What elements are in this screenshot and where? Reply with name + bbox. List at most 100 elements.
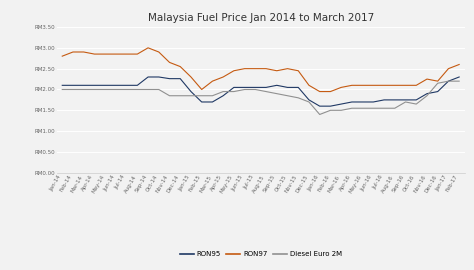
- RON95: [231, 86, 237, 89]
- Diesel Euro 2M: [177, 94, 183, 97]
- RON95: [274, 84, 280, 87]
- Diesel Euro 2M: [70, 88, 76, 91]
- Line: RON95: RON95: [62, 77, 459, 106]
- Diesel Euro 2M: [328, 109, 333, 112]
- Diesel Euro 2M: [317, 113, 322, 116]
- RON95: [392, 98, 398, 102]
- RON97: [371, 84, 376, 87]
- RON97: [188, 75, 194, 79]
- Diesel Euro 2M: [403, 100, 409, 104]
- RON97: [220, 75, 226, 79]
- Diesel Euro 2M: [91, 88, 97, 91]
- Diesel Euro 2M: [102, 88, 108, 91]
- RON97: [199, 88, 205, 91]
- Diesel Euro 2M: [446, 80, 451, 83]
- Diesel Euro 2M: [381, 107, 387, 110]
- Diesel Euro 2M: [188, 94, 194, 97]
- Diesel Euro 2M: [156, 88, 162, 91]
- RON95: [91, 84, 97, 87]
- Diesel Euro 2M: [167, 94, 173, 97]
- RON95: [456, 75, 462, 79]
- RON95: [135, 84, 140, 87]
- RON97: [81, 50, 87, 54]
- RON95: [81, 84, 87, 87]
- RON97: [135, 52, 140, 56]
- RON95: [199, 100, 205, 104]
- RON97: [403, 84, 409, 87]
- RON95: [360, 100, 365, 104]
- RON97: [177, 65, 183, 68]
- RON97: [456, 63, 462, 66]
- RON95: [306, 98, 312, 102]
- Diesel Euro 2M: [360, 107, 365, 110]
- Diesel Euro 2M: [135, 88, 140, 91]
- RON97: [253, 67, 258, 70]
- RON97: [210, 80, 215, 83]
- RON97: [295, 69, 301, 72]
- RON95: [188, 90, 194, 93]
- RON95: [113, 84, 118, 87]
- RON95: [242, 86, 247, 89]
- RON97: [285, 67, 291, 70]
- Diesel Euro 2M: [113, 88, 118, 91]
- RON95: [403, 98, 409, 102]
- RON97: [231, 69, 237, 72]
- Diesel Euro 2M: [231, 90, 237, 93]
- RON95: [156, 75, 162, 79]
- RON97: [338, 86, 344, 89]
- Diesel Euro 2M: [220, 90, 226, 93]
- Diesel Euro 2M: [306, 100, 312, 104]
- RON97: [70, 50, 76, 54]
- Diesel Euro 2M: [253, 88, 258, 91]
- Diesel Euro 2M: [435, 82, 440, 85]
- RON97: [435, 80, 440, 83]
- RON95: [263, 86, 269, 89]
- RON95: [102, 84, 108, 87]
- Diesel Euro 2M: [413, 102, 419, 106]
- RON97: [328, 90, 333, 93]
- RON97: [59, 55, 65, 58]
- RON95: [413, 98, 419, 102]
- RON95: [371, 100, 376, 104]
- RON95: [338, 102, 344, 106]
- RON97: [381, 84, 387, 87]
- Diesel Euro 2M: [210, 94, 215, 97]
- RON95: [177, 77, 183, 80]
- Diesel Euro 2M: [145, 88, 151, 91]
- RON95: [446, 80, 451, 83]
- Diesel Euro 2M: [456, 80, 462, 83]
- Legend: RON95, RON97, Diesel Euro 2M: RON95, RON97, Diesel Euro 2M: [177, 248, 345, 260]
- RON97: [306, 84, 312, 87]
- RON97: [349, 84, 355, 87]
- RON97: [446, 67, 451, 70]
- RON97: [263, 67, 269, 70]
- Diesel Euro 2M: [242, 88, 247, 91]
- Line: RON97: RON97: [62, 48, 459, 92]
- Diesel Euro 2M: [424, 94, 430, 97]
- RON95: [435, 90, 440, 93]
- RON95: [59, 84, 65, 87]
- RON97: [167, 61, 173, 64]
- RON97: [145, 46, 151, 49]
- RON95: [124, 84, 129, 87]
- RON97: [360, 84, 365, 87]
- Diesel Euro 2M: [263, 90, 269, 93]
- RON97: [113, 52, 118, 56]
- RON95: [349, 100, 355, 104]
- Diesel Euro 2M: [285, 94, 291, 97]
- RON95: [328, 104, 333, 108]
- Diesel Euro 2M: [392, 107, 398, 110]
- RON97: [91, 52, 97, 56]
- RON95: [295, 86, 301, 89]
- RON97: [424, 77, 430, 81]
- RON97: [413, 84, 419, 87]
- RON97: [274, 69, 280, 72]
- Diesel Euro 2M: [371, 107, 376, 110]
- Diesel Euro 2M: [274, 92, 280, 95]
- RON95: [145, 75, 151, 79]
- Diesel Euro 2M: [59, 88, 65, 91]
- RON95: [70, 84, 76, 87]
- Diesel Euro 2M: [295, 96, 301, 99]
- RON95: [381, 98, 387, 102]
- RON95: [253, 86, 258, 89]
